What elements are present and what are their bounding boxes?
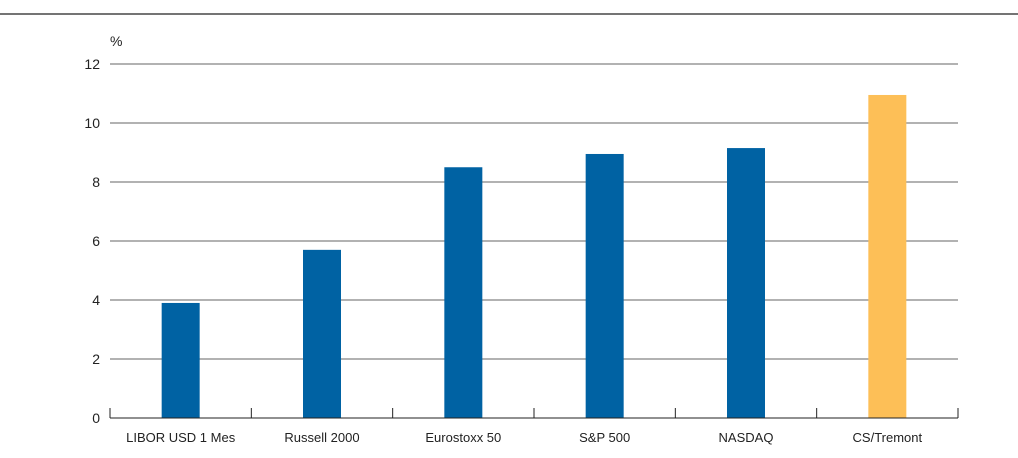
y-tick-label: 8 [92,174,100,190]
y-tick-label: 0 [92,410,100,426]
x-category-label: NASDAQ [719,430,774,445]
y-axis: 0 2 4 6 8 10 12 [84,56,100,426]
y-tick-label: 4 [92,292,100,308]
bar-5 [727,148,765,418]
bar-4 [585,153,624,418]
x-category-label: CS/Tremont [853,430,923,445]
bar-1 [161,302,200,418]
x-category-label: LIBOR USD 1 Mes [126,430,236,445]
x-axis: LIBOR USD 1 Mes Russell 2000 Eurostoxx 50 S… [109,408,959,445]
y-tick-label: 6 [92,233,100,249]
x-category-label: Eurostoxx 50 [425,430,501,445]
x-category-label: S&P 500 [579,430,630,445]
y-tick-label: 10 [84,115,100,131]
y-tick-label: 12 [84,56,100,72]
bars [161,94,907,418]
bar-3 [444,167,483,418]
gridlines [110,63,958,360]
y-tick-label: 2 [92,351,100,367]
bar-2 [303,249,341,418]
y-axis-unit: % [110,33,122,49]
x-category-label: Russell 2000 [284,430,359,445]
bar-6 [868,94,907,418]
